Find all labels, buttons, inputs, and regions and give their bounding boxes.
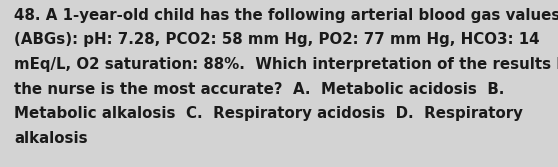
Text: Metabolic alkalosis  C.  Respiratory acidosis  D.  Respiratory: Metabolic alkalosis C. Respiratory acido… [14,106,523,121]
Text: mEq/L, O2 saturation: 88%.  Which interpretation of the results by: mEq/L, O2 saturation: 88%. Which interpr… [14,57,558,72]
Text: alkalosis: alkalosis [14,131,88,146]
Text: the nurse is the most accurate?  A.  Metabolic acidosis  B.: the nurse is the most accurate? A. Metab… [14,82,504,97]
Text: 48. A 1-year-old child has the following arterial blood gas values: 48. A 1-year-old child has the following… [14,8,558,23]
Text: (ABGs): pH: 7.28, PCO2: 58 mm Hg, PO2: 77 mm Hg, HCO3: 14: (ABGs): pH: 7.28, PCO2: 58 mm Hg, PO2: 7… [14,32,540,47]
